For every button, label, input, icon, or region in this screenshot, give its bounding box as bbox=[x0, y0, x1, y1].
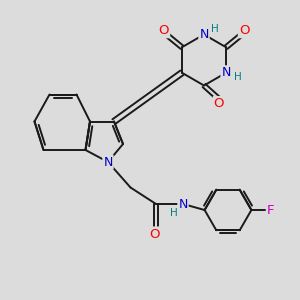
Text: O: O bbox=[214, 97, 224, 110]
Text: N: N bbox=[103, 155, 113, 169]
Text: O: O bbox=[239, 24, 249, 37]
Text: F: F bbox=[267, 203, 275, 217]
Text: H: H bbox=[211, 23, 218, 34]
Text: N: N bbox=[178, 197, 188, 211]
Text: O: O bbox=[159, 24, 169, 37]
Text: O: O bbox=[149, 227, 160, 241]
Text: H: H bbox=[234, 72, 242, 82]
Text: N: N bbox=[199, 28, 209, 41]
Text: N: N bbox=[221, 66, 231, 79]
Text: H: H bbox=[170, 208, 178, 218]
